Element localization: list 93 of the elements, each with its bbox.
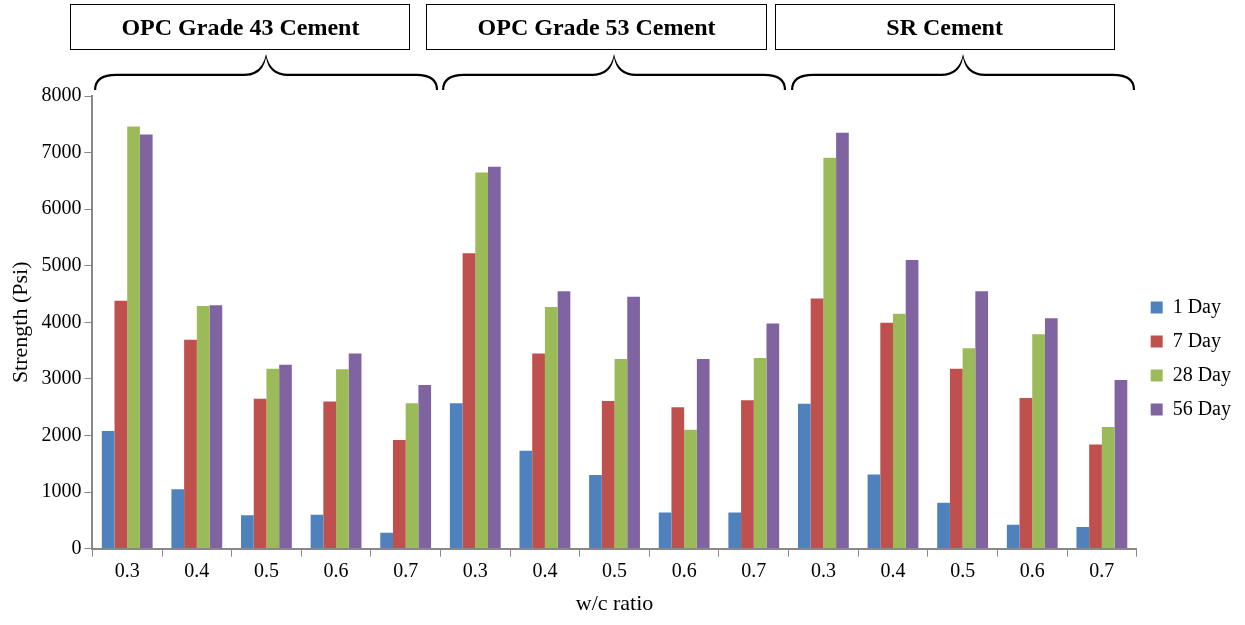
bar xyxy=(658,512,672,549)
bar xyxy=(810,298,824,549)
bar xyxy=(975,291,989,549)
bar xyxy=(253,398,267,549)
bar xyxy=(380,532,393,549)
bar xyxy=(601,400,615,549)
bar xyxy=(627,296,640,549)
bar xyxy=(405,403,419,549)
x-tick-label: 0.5 xyxy=(253,558,279,581)
bar xyxy=(614,359,628,549)
bar xyxy=(797,403,811,549)
y-tick-label: 1000 xyxy=(41,479,82,502)
legend-label: 28 Day xyxy=(1172,362,1232,386)
bar xyxy=(101,430,115,549)
bar xyxy=(1006,524,1020,549)
bar xyxy=(279,364,292,549)
legend-label: 56 Day xyxy=(1172,396,1232,420)
bar xyxy=(962,348,976,549)
bar xyxy=(766,323,780,549)
bar xyxy=(336,369,349,549)
bar xyxy=(1101,426,1115,549)
bar xyxy=(1076,527,1090,549)
y-tick-label: 2000 xyxy=(41,422,82,445)
bar xyxy=(348,353,362,549)
x-tick-label: 0.7 xyxy=(1089,558,1115,581)
legend-label: 1 Day xyxy=(1172,294,1222,318)
bar xyxy=(753,357,767,549)
bar xyxy=(741,400,754,549)
y-tick-label: 7000 xyxy=(41,139,82,162)
bar xyxy=(418,385,432,549)
x-tick-label: 0.5 xyxy=(602,558,628,581)
bar xyxy=(836,132,849,549)
bar xyxy=(519,450,533,549)
bar xyxy=(392,439,406,549)
text: SR Cement xyxy=(774,4,1115,50)
x-tick-label: 0.4 xyxy=(184,558,210,581)
bar xyxy=(310,514,324,549)
bar xyxy=(671,407,685,549)
legend-label: 7 Day xyxy=(1172,328,1222,352)
x-tick-label: 0.4 xyxy=(532,558,558,581)
bar xyxy=(728,512,742,549)
bar xyxy=(266,368,280,549)
text: OPC Grade 53 Cement xyxy=(426,4,767,50)
bar xyxy=(867,474,881,549)
bar xyxy=(893,313,906,549)
bar xyxy=(823,157,837,549)
bar xyxy=(937,502,950,549)
bar xyxy=(1032,334,1045,549)
bar xyxy=(684,429,697,549)
x-tick-label: 0.6 xyxy=(1019,558,1045,581)
bar xyxy=(905,260,919,549)
bar xyxy=(1114,380,1128,549)
bar xyxy=(589,475,602,549)
bar xyxy=(196,305,210,549)
bar xyxy=(696,359,710,549)
bar xyxy=(209,305,223,549)
x-tick-label: 0.4 xyxy=(880,558,906,581)
bar xyxy=(880,322,894,549)
bar xyxy=(139,134,153,549)
bar xyxy=(1019,398,1033,549)
bar xyxy=(949,368,963,549)
y-tick-label: 3000 xyxy=(41,366,82,389)
bar xyxy=(449,403,463,549)
x-tick-label: 0.7 xyxy=(741,558,767,581)
y-tick-label: 6000 xyxy=(41,196,82,219)
bar xyxy=(184,339,197,549)
bar xyxy=(488,166,501,549)
x-tick-label: 0.5 xyxy=(950,558,976,581)
bar xyxy=(532,353,545,549)
x-tick-label: 0.6 xyxy=(671,558,697,581)
y-axis-title: Strength (Psi) xyxy=(6,261,32,384)
bar xyxy=(1089,444,1102,549)
bar xyxy=(171,489,185,549)
x-axis-title: w/c ratio xyxy=(575,589,654,615)
bar xyxy=(462,253,476,549)
bar xyxy=(241,515,254,549)
bar xyxy=(114,300,128,549)
y-tick-label: 4000 xyxy=(41,309,82,332)
x-tick-label: 0.6 xyxy=(323,558,349,581)
bar xyxy=(127,126,140,549)
x-tick-label: 0.3 xyxy=(114,558,140,581)
x-tick-label: 0.7 xyxy=(393,558,419,581)
bar xyxy=(557,291,571,549)
x-tick-label: 0.3 xyxy=(462,558,488,581)
bar xyxy=(323,401,337,549)
text: OPC Grade 43 Cement xyxy=(70,4,411,50)
y-tick-label: 5000 xyxy=(41,252,82,275)
bar xyxy=(475,172,489,549)
bar xyxy=(544,307,558,549)
y-tick-label: 0 xyxy=(71,535,82,558)
x-tick-label: 0.3 xyxy=(810,558,836,581)
bar xyxy=(1044,318,1058,549)
y-tick-label: 8000 xyxy=(41,83,82,106)
